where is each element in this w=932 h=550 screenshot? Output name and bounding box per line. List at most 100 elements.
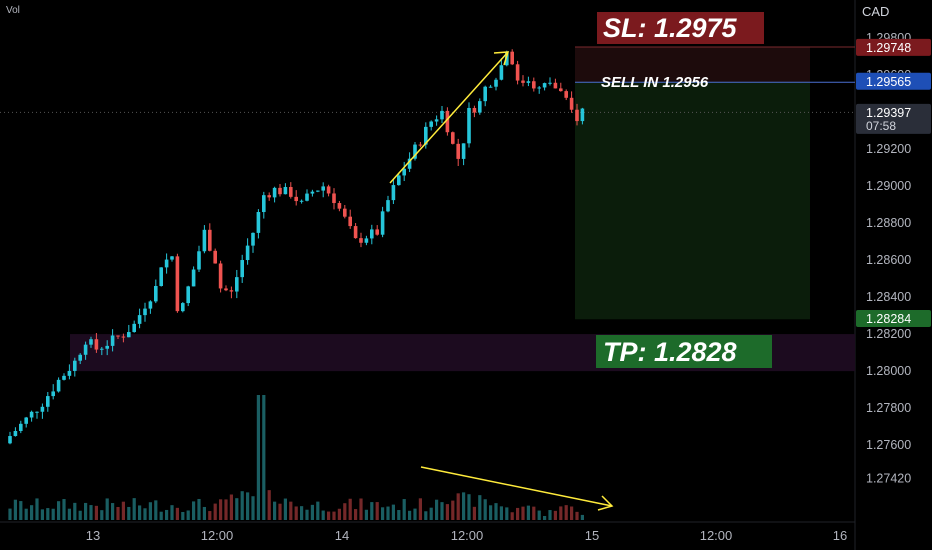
volume-bar [289, 501, 293, 520]
volume-bar [224, 499, 228, 520]
volume-bar [8, 508, 12, 520]
time-axis-bg [0, 522, 855, 550]
volume-bar [478, 495, 482, 520]
price-badge [856, 72, 931, 90]
candle-body [164, 259, 169, 268]
volume-bar [559, 506, 563, 520]
price-badge-text: 1.28284 [866, 312, 911, 326]
volume-bar [435, 499, 439, 520]
volume-bar [283, 498, 287, 520]
candle-body [202, 229, 207, 252]
candle-body [424, 126, 428, 145]
candle-body [526, 81, 531, 83]
candle-body [359, 238, 363, 243]
candle-body [13, 431, 18, 437]
countdown-text: 07:58 [866, 119, 896, 133]
candle-body [542, 83, 547, 88]
volume-bar [35, 498, 39, 520]
time-tick: 14 [335, 528, 349, 543]
candle-body [181, 303, 185, 312]
volume-bar [73, 502, 77, 520]
volume-bar [213, 503, 217, 520]
volume-bar [78, 510, 82, 520]
volume-bar [532, 506, 536, 520]
volume-bar [548, 510, 552, 520]
candle-body [321, 186, 325, 191]
candle-body [56, 379, 61, 392]
candle-body [218, 263, 223, 289]
candle-body [213, 250, 217, 264]
candle-body [553, 82, 558, 89]
volume-bar [418, 498, 422, 520]
volume-bar [553, 510, 557, 520]
candle-body [370, 229, 374, 239]
volume-bar [267, 490, 271, 520]
volume-bar [543, 515, 547, 520]
volume-bar [229, 494, 233, 520]
candle-body [478, 101, 482, 113]
candle-body [451, 132, 455, 144]
volume-bar [175, 507, 179, 520]
volume-trend-arrow [420, 466, 613, 507]
candle-body [175, 256, 180, 312]
candle-body [262, 195, 266, 213]
candle-body [154, 285, 158, 302]
candle-body [488, 86, 493, 88]
candle-body [510, 51, 514, 65]
time-tick: 12:00 [451, 528, 484, 543]
volume-bar [359, 498, 363, 520]
price-tick: 1.28200 [866, 327, 911, 341]
volume-bar [381, 507, 385, 520]
candle-body [224, 288, 228, 291]
volume-bar [467, 494, 471, 520]
price-tick: 1.28800 [866, 216, 911, 230]
volume-bar [521, 506, 525, 520]
volume-bar [148, 502, 152, 520]
volume-bar [89, 505, 93, 520]
volume-bar [127, 506, 131, 520]
volume-bar [138, 505, 142, 520]
volume-bar [451, 500, 455, 520]
candle-body [83, 344, 88, 355]
sl-label: SL: 1.2975 [603, 13, 738, 43]
volume-bar [208, 511, 212, 520]
candle-body [299, 200, 304, 202]
volume-bar [472, 506, 476, 520]
volume-bar [510, 512, 514, 520]
price-axis-bg [855, 0, 932, 550]
volume-bar [235, 498, 239, 520]
volume-bar [494, 503, 498, 520]
candle-body [537, 87, 541, 89]
candle-body [191, 269, 196, 287]
candle-body [380, 211, 385, 235]
volume-bar [316, 501, 320, 520]
volume-bar [348, 498, 352, 520]
candle-body [305, 193, 309, 201]
volume-bar [24, 508, 28, 520]
candle-body [418, 144, 423, 146]
volume-bar [262, 395, 266, 520]
price-tick: 1.29000 [866, 179, 911, 193]
uptrend-arrow [389, 51, 509, 184]
time-tick: 13 [86, 528, 100, 543]
candle-body [499, 65, 504, 80]
candle-body [456, 143, 460, 159]
volume-bar [413, 508, 417, 520]
volume-bar [105, 498, 109, 520]
candle-body [19, 423, 23, 432]
candle-body [116, 335, 120, 337]
volume-bar [386, 506, 390, 520]
volume-bar [57, 501, 61, 520]
candle-body [472, 107, 477, 113]
price-tick: 1.28000 [866, 364, 911, 378]
volume-bar [570, 506, 574, 520]
time-tick: 15 [585, 528, 599, 543]
candle-body [461, 143, 466, 159]
candle-body [229, 290, 234, 292]
volume-bar [483, 499, 487, 520]
volume-bar [429, 507, 433, 520]
candle-body [413, 144, 417, 159]
volume-bar [62, 499, 66, 520]
volume-bar [111, 503, 115, 520]
